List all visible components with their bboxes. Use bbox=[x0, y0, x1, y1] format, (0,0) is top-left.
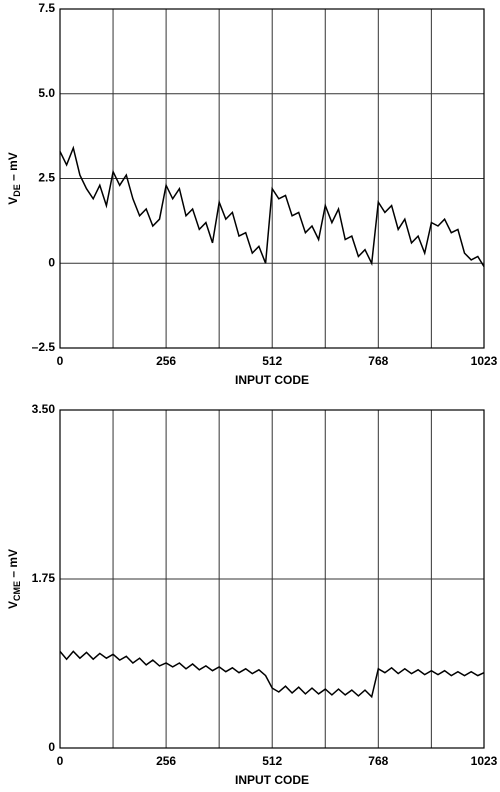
y-tick-label: 0 bbox=[48, 740, 55, 754]
x-axis-label: INPUT CODE bbox=[235, 773, 309, 787]
y-tick-label: 0 bbox=[48, 255, 55, 269]
y-tick-label: 5.0 bbox=[38, 86, 55, 100]
y-axis-label-rest: – mV bbox=[6, 152, 20, 184]
y-axis-label: VCME – mV bbox=[6, 549, 22, 609]
y-axis-label-sub: CME bbox=[12, 581, 22, 601]
plot-frame bbox=[59, 409, 485, 749]
data-line bbox=[59, 650, 485, 699]
y-axis-label-main: V bbox=[6, 601, 20, 609]
y-axis-label: VDE – mV bbox=[6, 152, 22, 205]
y-axis-label-main: V bbox=[6, 197, 20, 205]
data-line bbox=[59, 145, 485, 267]
x-tick-label: 768 bbox=[368, 354, 388, 368]
y-tick-label: 3.50 bbox=[32, 402, 56, 416]
y-tick-label: 2.5 bbox=[38, 171, 55, 185]
x-tick-label: 1023 bbox=[471, 754, 498, 768]
plot-frame bbox=[59, 8, 485, 349]
x-tick-label: 256 bbox=[156, 354, 176, 368]
y-tick-label: 7.5 bbox=[38, 1, 55, 15]
y-axis-label-sub: DE bbox=[12, 184, 22, 197]
x-tick-label: 512 bbox=[262, 754, 282, 768]
x-axis-label: INPUT CODE bbox=[235, 373, 309, 387]
x-tick-label: 0 bbox=[57, 354, 64, 368]
x-tick-label: 0 bbox=[57, 754, 64, 768]
y-tick-label: 1.75 bbox=[32, 571, 56, 585]
y-tick-label: –2.5 bbox=[32, 340, 56, 354]
x-tick-label: 256 bbox=[156, 754, 176, 768]
y-axis-label-rest: – mV bbox=[6, 549, 20, 581]
x-tick-label: 512 bbox=[262, 354, 282, 368]
x-tick-label: 1023 bbox=[471, 354, 498, 368]
x-tick-label: 768 bbox=[368, 754, 388, 768]
